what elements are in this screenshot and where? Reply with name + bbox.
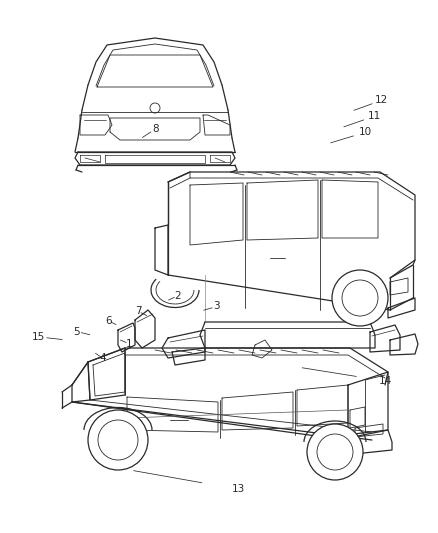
Circle shape: [88, 410, 148, 470]
Text: 3: 3: [213, 302, 220, 311]
Circle shape: [342, 280, 378, 316]
Text: 10: 10: [359, 127, 372, 137]
Circle shape: [317, 434, 353, 470]
Text: 11: 11: [368, 111, 381, 121]
Text: 13: 13: [232, 484, 245, 494]
Text: 8: 8: [152, 124, 159, 134]
Text: 1: 1: [126, 339, 133, 349]
Circle shape: [307, 424, 363, 480]
Circle shape: [98, 420, 138, 460]
Text: 12: 12: [375, 95, 389, 105]
Text: 2: 2: [174, 291, 181, 301]
Text: 14: 14: [379, 376, 392, 386]
Circle shape: [332, 270, 388, 326]
Text: 5: 5: [73, 327, 80, 336]
Text: 7: 7: [134, 306, 141, 316]
Text: 4: 4: [99, 353, 106, 363]
Text: 6: 6: [105, 316, 112, 326]
Text: 15: 15: [32, 332, 45, 342]
